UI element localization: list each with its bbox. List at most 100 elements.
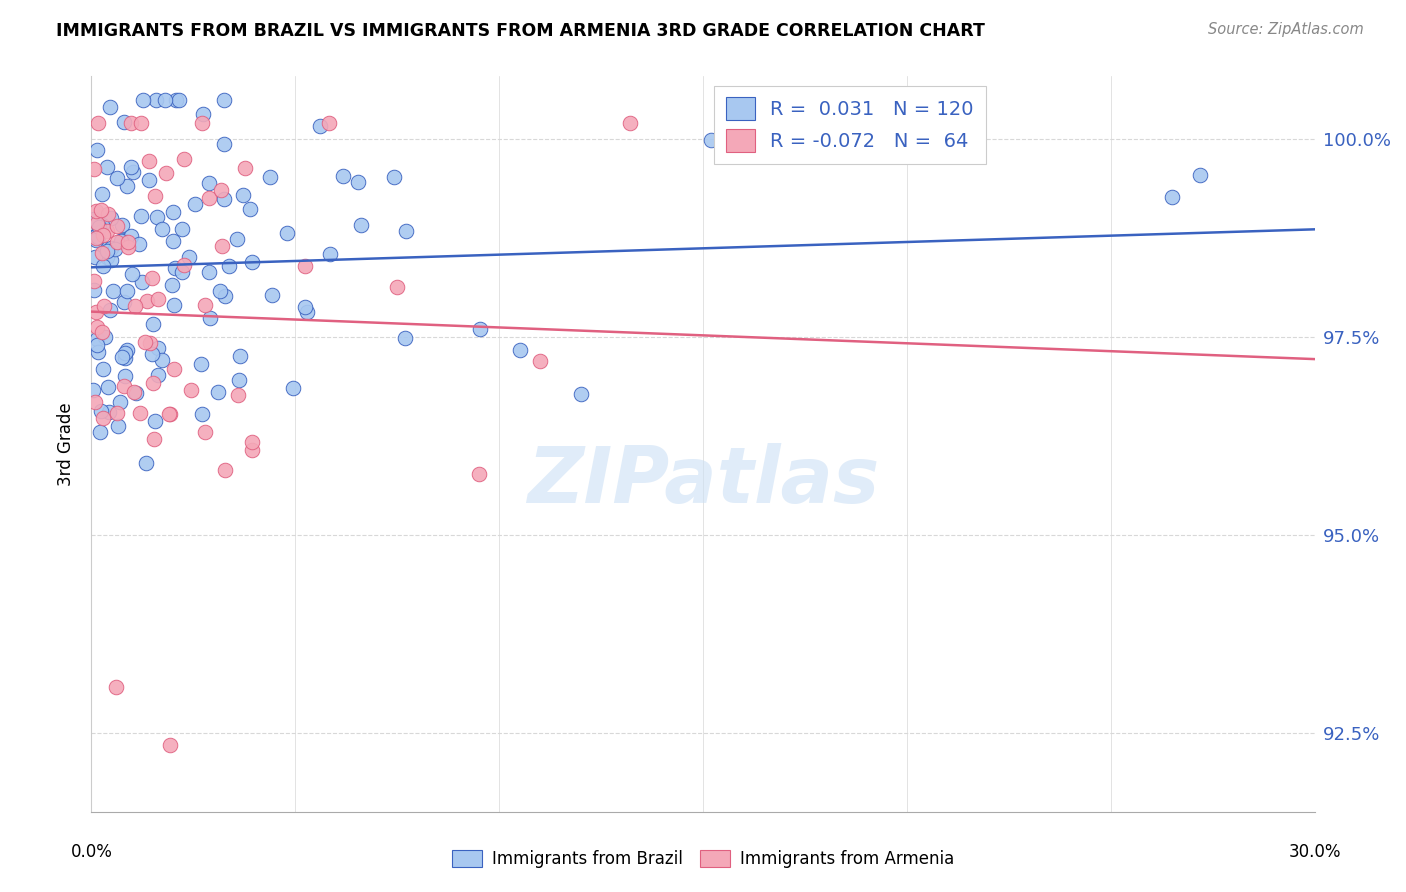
Point: [394, 331, 416, 345]
Point: [120, 228, 142, 243]
Point: [86, 320, 108, 334]
Point: [84, 229, 107, 244]
Point: [108, 395, 131, 409]
Point: [84, 203, 107, 218]
Point: [111, 218, 134, 232]
Point: [97, 380, 120, 394]
Point: [385, 280, 408, 294]
Point: [347, 175, 370, 189]
Point: [111, 233, 134, 247]
Point: [105, 219, 128, 233]
Point: [165, 93, 187, 107]
Point: [276, 226, 298, 240]
Point: [128, 236, 150, 251]
Point: [87, 344, 110, 359]
Point: [724, 118, 747, 132]
Point: [211, 239, 233, 253]
Point: [112, 379, 135, 393]
Point: [131, 209, 153, 223]
Point: [212, 192, 235, 206]
Point: [104, 242, 127, 256]
Text: 0.0%: 0.0%: [70, 843, 112, 861]
Point: [309, 119, 332, 133]
Point: [112, 115, 135, 129]
Point: [112, 294, 135, 309]
Point: [101, 284, 124, 298]
Point: [84, 305, 107, 319]
Point: [180, 383, 202, 397]
Point: [395, 224, 418, 238]
Point: [132, 93, 155, 107]
Point: [240, 442, 263, 457]
Point: [124, 299, 146, 313]
Point: [134, 335, 156, 350]
Point: [142, 317, 165, 331]
Text: 30.0%: 30.0%: [1288, 843, 1341, 861]
Point: [104, 681, 127, 695]
Point: [173, 152, 195, 166]
Point: [84, 234, 107, 248]
Point: [105, 235, 128, 249]
Point: [96, 224, 118, 238]
Point: [131, 276, 153, 290]
Point: [191, 408, 214, 422]
Point: [382, 169, 405, 184]
Point: [117, 240, 139, 254]
Point: [115, 343, 138, 358]
Point: [100, 241, 122, 255]
Point: [84, 394, 107, 409]
Point: [162, 235, 184, 249]
Point: [509, 343, 531, 358]
Point: [163, 298, 186, 312]
Point: [190, 357, 212, 371]
Point: [86, 216, 108, 230]
Point: [150, 352, 173, 367]
Text: Source: ZipAtlas.com: Source: ZipAtlas.com: [1208, 22, 1364, 37]
Point: [105, 171, 128, 186]
Point: [143, 414, 166, 428]
Point: [83, 161, 105, 176]
Point: [569, 387, 592, 401]
Point: [117, 235, 139, 249]
Point: [294, 259, 316, 273]
Point: [240, 434, 263, 449]
Point: [318, 116, 340, 130]
Point: [143, 189, 166, 203]
Point: [198, 311, 221, 326]
Point: [194, 425, 217, 439]
Point: [295, 305, 318, 319]
Point: [124, 386, 146, 401]
Point: [90, 202, 112, 217]
Point: [96, 250, 118, 264]
Point: [122, 384, 145, 399]
Point: [111, 351, 134, 365]
Point: [294, 300, 316, 314]
Point: [138, 173, 160, 187]
Point: [86, 143, 108, 157]
Point: [94, 242, 117, 256]
Point: [1189, 168, 1212, 182]
Point: [197, 191, 219, 205]
Point: [93, 411, 115, 425]
Point: [332, 169, 354, 183]
Point: [700, 133, 723, 147]
Point: [139, 336, 162, 351]
Point: [83, 250, 105, 264]
Point: [470, 322, 492, 336]
Point: [94, 330, 117, 344]
Point: [283, 381, 305, 395]
Point: [141, 346, 163, 360]
Legend: Immigrants from Brazil, Immigrants from Armenia: Immigrants from Brazil, Immigrants from …: [446, 843, 960, 875]
Point: [115, 178, 138, 193]
Point: [86, 337, 108, 351]
Point: [155, 166, 177, 180]
Point: [259, 170, 281, 185]
Point: [91, 227, 114, 242]
Point: [86, 116, 108, 130]
Point: [86, 332, 108, 346]
Point: [207, 384, 229, 399]
Point: [240, 255, 263, 269]
Point: [159, 738, 181, 752]
Point: [91, 245, 114, 260]
Point: [146, 341, 169, 355]
